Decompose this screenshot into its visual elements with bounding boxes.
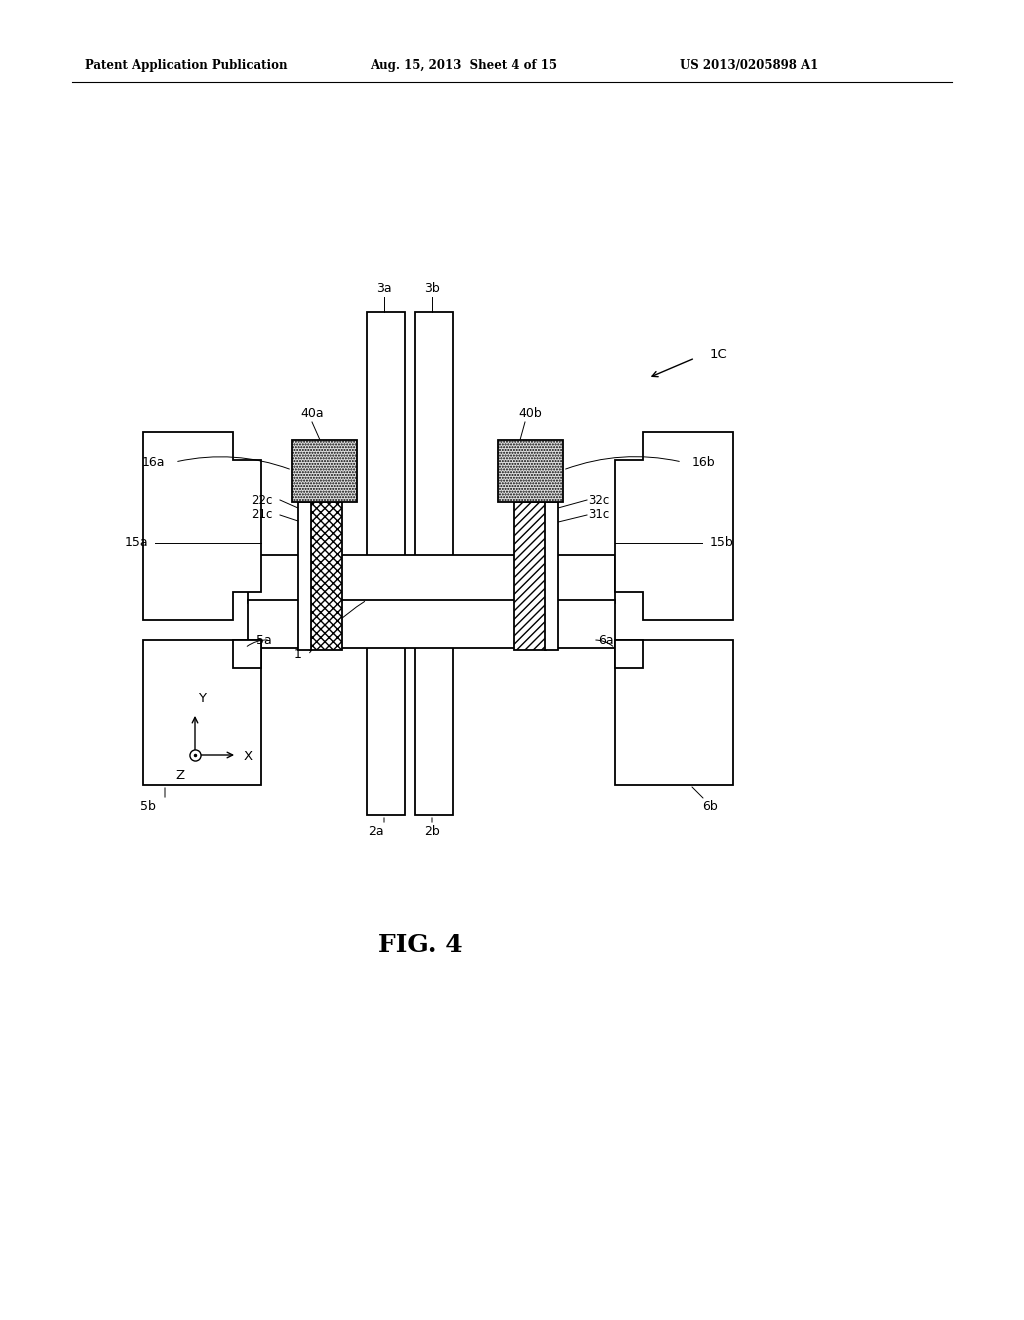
Text: 6b: 6b: [702, 800, 718, 813]
Text: FIG. 4: FIG. 4: [378, 933, 462, 957]
Text: 2a: 2a: [369, 825, 384, 838]
Bar: [298, 502, 311, 649]
Text: 21c: 21c: [251, 508, 272, 521]
Bar: [615, 640, 733, 785]
Text: Y: Y: [198, 692, 206, 705]
Text: 15b: 15b: [710, 536, 734, 549]
Bar: [545, 502, 558, 649]
Text: 31c: 31c: [588, 508, 609, 521]
Bar: [248, 601, 615, 648]
Bar: [415, 312, 453, 560]
Text: 5a: 5a: [256, 634, 272, 647]
Text: 40b: 40b: [518, 407, 542, 420]
Text: Patent Application Publication: Patent Application Publication: [85, 58, 288, 71]
Text: 1: 1: [294, 648, 302, 661]
Text: 15a: 15a: [124, 536, 148, 549]
Text: 1C: 1C: [710, 348, 728, 362]
Text: 2b: 2b: [424, 825, 440, 838]
Bar: [514, 502, 546, 649]
Text: 3b: 3b: [424, 282, 440, 294]
Text: 16a: 16a: [141, 455, 165, 469]
Text: 40a: 40a: [300, 407, 324, 420]
Text: US 2013/0205898 A1: US 2013/0205898 A1: [680, 58, 818, 71]
Bar: [292, 440, 357, 502]
Text: 16b: 16b: [692, 455, 716, 469]
Text: 5b: 5b: [140, 800, 156, 813]
Bar: [498, 440, 563, 502]
Polygon shape: [615, 640, 643, 668]
Text: 32c: 32c: [588, 494, 609, 507]
Bar: [415, 601, 453, 814]
Text: Z: Z: [176, 770, 185, 781]
Bar: [310, 502, 342, 649]
Text: 6a: 6a: [598, 634, 613, 647]
Polygon shape: [233, 640, 261, 668]
Text: Aug. 15, 2013  Sheet 4 of 15: Aug. 15, 2013 Sheet 4 of 15: [370, 58, 557, 71]
Text: X: X: [244, 751, 253, 763]
Polygon shape: [143, 432, 261, 620]
Bar: [143, 640, 261, 785]
Bar: [248, 554, 615, 603]
Polygon shape: [615, 432, 733, 620]
Text: 3a: 3a: [376, 282, 392, 294]
Text: 22c: 22c: [251, 494, 272, 507]
Bar: [367, 601, 406, 814]
Bar: [367, 312, 406, 560]
